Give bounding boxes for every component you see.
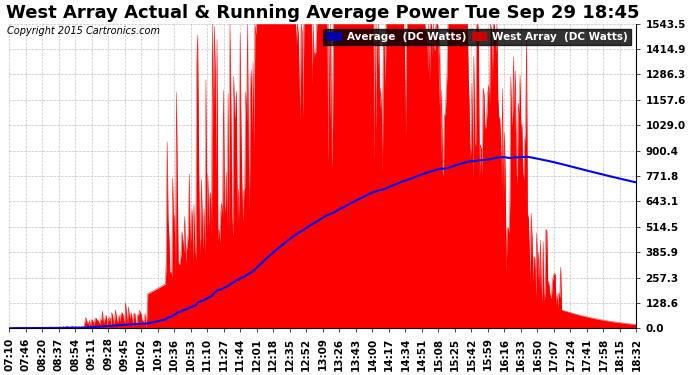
Title: West Array Actual & Running Average Power Tue Sep 29 18:45: West Array Actual & Running Average Powe… bbox=[6, 4, 640, 22]
Legend: Average  (DC Watts), West Array  (DC Watts): Average (DC Watts), West Array (DC Watts… bbox=[323, 29, 631, 45]
Text: Copyright 2015 Cartronics.com: Copyright 2015 Cartronics.com bbox=[7, 26, 160, 36]
